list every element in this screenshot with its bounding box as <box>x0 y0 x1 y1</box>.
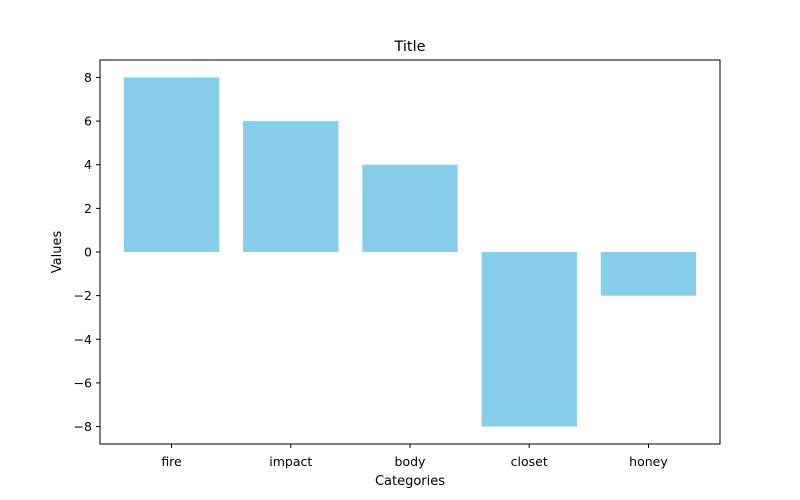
y-tick-label: 8 <box>84 70 92 85</box>
x-tick-label-fire: fire <box>161 454 182 469</box>
y-tick-label: −6 <box>74 375 92 390</box>
y-tick-label: −4 <box>74 332 92 347</box>
y-axis-label: Values <box>50 231 65 274</box>
bar-body <box>362 164 458 252</box>
bar-closet <box>481 252 577 427</box>
bar-fire <box>123 77 220 252</box>
x-tick-label-honey: honey <box>629 454 668 469</box>
bar-impact <box>243 121 339 252</box>
y-tick-label: 6 <box>84 114 92 129</box>
x-axis-label: Categories <box>375 474 445 489</box>
x-tick-label-body: body <box>395 454 427 469</box>
y-tick-label: 4 <box>84 157 92 172</box>
y-tick-label: −2 <box>74 288 92 303</box>
plot-frame <box>99 59 721 445</box>
x-tick-label-closet: closet <box>511 454 548 469</box>
chart-title: Title <box>393 39 425 55</box>
y-axis: 8 6 4 2 0 −2 −4 −6 −8 <box>74 70 100 434</box>
x-axis: fire impact body closet honey <box>161 444 668 469</box>
x-tick-label-impact: impact <box>269 454 312 469</box>
bars-group <box>123 77 697 427</box>
bar-honey <box>600 252 697 296</box>
y-tick-label: −8 <box>74 419 92 434</box>
y-tick-label: 0 <box>84 245 92 260</box>
y-tick-label: 2 <box>84 201 92 216</box>
